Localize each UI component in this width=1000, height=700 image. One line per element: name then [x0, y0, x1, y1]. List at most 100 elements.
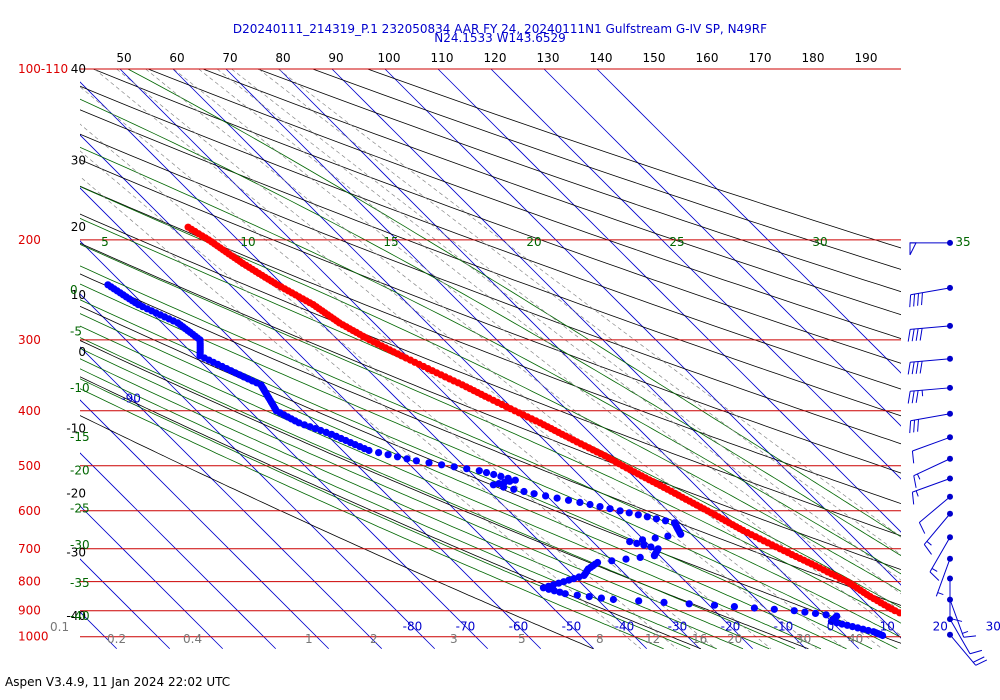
moist-adiabat-line — [80, 325, 822, 650]
isotherm-line — [80, 505, 224, 650]
top-axis-label: 160 — [696, 51, 719, 65]
mixing-ratio-label: 2 — [370, 632, 378, 646]
top-axis-label: 110 — [431, 51, 454, 65]
mixing-ratio-label: 3 — [450, 632, 458, 646]
wind-barb-pennant — [909, 242, 917, 256]
dewpoint-point — [790, 607, 798, 615]
dewpoint-series — [104, 281, 887, 640]
isotherm-line — [80, 187, 542, 650]
dewpoint-point — [750, 604, 759, 612]
temperature-series — [184, 223, 901, 617]
moist-top-label: 30 — [812, 235, 827, 249]
dry-adiabat-line — [80, 376, 702, 650]
wind-barb-half — [915, 490, 919, 497]
dry-adiabat-line — [80, 273, 901, 606]
dewpoint-point — [643, 513, 651, 521]
wind-barb-staff — [913, 458, 951, 477]
mixing-ratio-line — [80, 176, 642, 649]
isotherm-line — [80, 293, 436, 650]
left-axis-label: 10 — [71, 288, 86, 302]
isotherm-line — [437, 68, 901, 533]
left-axis-label: 0 — [78, 345, 86, 359]
dewpoint-point — [651, 534, 659, 542]
moist-adiabat-line — [80, 283, 898, 650]
dry-adiabat-line — [147, 68, 901, 339]
left-axis-label: -10 — [66, 422, 86, 436]
dewpoint-point — [306, 423, 314, 431]
wind-barb-full — [963, 635, 977, 638]
wind-barb — [923, 510, 953, 555]
isotherm-line — [80, 452, 277, 650]
dewpoint-point — [608, 557, 616, 565]
wind-barb-half — [937, 592, 944, 596]
top-axis-label: 90 — [328, 51, 343, 65]
isotherm-line — [80, 81, 648, 650]
wind-barb-half — [931, 567, 938, 572]
dewpoint-point — [625, 509, 633, 517]
dry-adiabat-line — [80, 109, 901, 417]
mixing-ratio-label: 0.1 — [50, 620, 69, 634]
wind-barb-full — [913, 420, 916, 433]
isotherm-label: 30 — [986, 620, 1000, 634]
mixing-ratio-label: 20 — [727, 632, 742, 646]
mixing-ratio-line — [94, 68, 817, 649]
dewpoint-point — [490, 470, 498, 479]
dewpoint-point — [520, 487, 528, 496]
wind-barb-full — [915, 390, 919, 403]
moist-left-label: -15 — [70, 430, 90, 444]
wind-barb-full — [911, 361, 915, 375]
moist-top-label: 35 — [955, 235, 970, 249]
mixing-ratio-label: 5 — [518, 632, 526, 646]
left-axis-label: -30 — [66, 545, 86, 559]
dewpoint-point — [375, 449, 383, 457]
moist-adiabat-line — [80, 265, 901, 638]
dewpoint-point — [597, 594, 606, 602]
dry-adiabat-line — [80, 305, 901, 644]
top-axis-label: 50 — [116, 51, 131, 65]
wind-barb — [929, 534, 953, 581]
isotherm-line — [80, 399, 330, 650]
dewpoint-point — [650, 552, 659, 560]
wind-barb — [909, 239, 953, 256]
wind-barb — [947, 596, 977, 638]
wind-barb — [907, 322, 953, 342]
wind-barb-full — [913, 475, 917, 488]
dewpoint-point — [438, 461, 446, 469]
dewpoint-point — [638, 536, 647, 544]
mixing-ratio-line — [198, 68, 901, 612]
wind-barb-staff — [935, 558, 951, 597]
moist-left-label: -30 — [70, 538, 90, 552]
pressure-label: 500 — [18, 459, 41, 473]
isotherm-line — [80, 240, 489, 650]
wind-barb-full — [969, 649, 983, 655]
wind-barb-full — [917, 419, 919, 432]
dewpoint-point — [622, 555, 630, 563]
wind-barb-full — [923, 544, 932, 555]
dry-adiabat-line — [80, 242, 901, 571]
dewpoint-point — [710, 601, 719, 609]
isotherm-line — [172, 68, 754, 650]
moist-adiabat-line — [80, 337, 796, 650]
isotherm-line — [543, 68, 901, 427]
moist-adiabat-line — [80, 347, 770, 650]
wind-barb-staff — [912, 478, 951, 493]
top-axis-label: 170 — [749, 51, 772, 65]
temperature-point — [900, 613, 901, 617]
mixing-ratio-line — [80, 150, 678, 649]
wind-barb-staff — [929, 537, 951, 573]
wind-barb-full — [911, 390, 915, 404]
wind-barb — [911, 475, 953, 505]
wind-barb-full — [909, 420, 912, 434]
pressure-label: 1000 — [18, 630, 49, 644]
dewpoint-point — [561, 590, 569, 598]
moist-left-label: 0 — [70, 283, 78, 297]
pressure-label: 800 — [18, 575, 41, 589]
moist-top-label: 25 — [669, 235, 684, 249]
dewpoint-point — [586, 500, 594, 509]
top-axis-label: 120 — [484, 51, 507, 65]
pressure-label: 400 — [18, 404, 41, 418]
dewpoint-point — [596, 503, 604, 511]
pressure-label: 900 — [18, 604, 41, 618]
dewpoint-point — [661, 517, 670, 525]
top-axis-label: 130 — [537, 51, 560, 65]
